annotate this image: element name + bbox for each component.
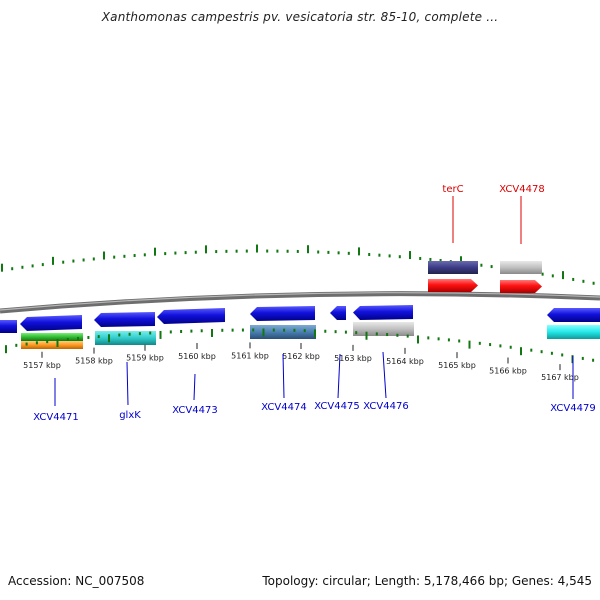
lower-tick-track — [5, 328, 595, 364]
gene-XCV4471-arrow[interactable] — [20, 315, 82, 331]
gene-XCV4473-arrow[interactable] — [157, 308, 225, 324]
label-line-XCV4474 — [282, 353, 285, 399]
gene-label-XCV4473[interactable]: XCV4473 — [172, 405, 217, 416]
kbp-ruler: 5157 kbp 5158 kbp 5159 kbp 5160 kbp 5161 kbp… — [23, 342, 579, 382]
upper-tick-track — [1, 244, 595, 285]
feature-XCV4478-grey[interactable] — [500, 261, 542, 274]
gene-left-edge-arrow[interactable] — [0, 320, 17, 333]
genome-backbone-highlight — [0, 292, 600, 311]
gene-XCV4478-arrow[interactable] — [500, 280, 542, 293]
gene-label-XCV4476[interactable]: XCV4476 — [363, 401, 408, 412]
gene-label-XCV4474[interactable]: XCV4474 — [261, 402, 306, 413]
feature-XCV4471-green[interactable] — [21, 333, 83, 341]
feature-XCV4476-grey[interactable] — [353, 322, 414, 336]
label-line-XCV4476 — [382, 351, 387, 399]
kbp-label: 5164 kbp — [386, 357, 424, 366]
gene-XCV4475-arrow[interactable] — [330, 306, 346, 320]
gene-terC-arrow[interactable] — [428, 279, 478, 292]
feature-XCV4471-orange[interactable] — [21, 341, 83, 349]
label-line-XCV4475 — [337, 353, 341, 399]
map-title: Xanthomonas campestris pv. vesicatoria s… — [101, 10, 499, 24]
gene-label-XCV4475[interactable]: XCV4475 — [314, 401, 359, 412]
gene-label-XCV4478[interactable]: XCV4478 — [499, 184, 544, 195]
label-line-XCV4473 — [193, 373, 196, 401]
genome-summary: Topology: circular; Length: 5,178,466 bp… — [262, 574, 592, 588]
kbp-label: 5161 kbp — [231, 351, 269, 360]
gene-XCV4479-arrow[interactable] — [547, 308, 600, 322]
kbp-label: 5163 kbp — [334, 354, 372, 363]
kbp-label: 5166 kbp — [489, 366, 527, 375]
feature-terC-navy[interactable] — [428, 261, 478, 274]
kbp-label: 5165 kbp — [438, 361, 476, 370]
gene-glxK-arrow[interactable] — [94, 312, 155, 327]
kbp-label: 5157 kbp — [23, 361, 61, 370]
accession-label: Accession: NC_007508 — [8, 574, 145, 588]
kbp-label: 5158 kbp — [75, 357, 113, 366]
label-line-glxK — [126, 361, 129, 406]
gene-label-glxK[interactable]: glxK — [119, 410, 141, 421]
kbp-label: 5160 kbp — [178, 352, 216, 361]
feature-XCV4479-cyan[interactable] — [547, 325, 600, 339]
feature-XCV4474-steelblue[interactable] — [250, 325, 316, 339]
gene-label-XCV4471[interactable]: XCV4471 — [33, 412, 78, 423]
kbp-label: 5159 kbp — [126, 354, 164, 363]
kbp-label: 5162 kbp — [282, 352, 320, 361]
gene-label-terC[interactable]: terC — [442, 184, 463, 195]
feature-glxK-teal[interactable] — [95, 331, 156, 345]
gene-label-XCV4479[interactable]: XCV4479 — [550, 403, 595, 414]
gene-XCV4474-arrow[interactable] — [250, 306, 315, 321]
gene-XCV4476-arrow[interactable] — [353, 305, 413, 320]
kbp-label: 5167 kbp — [541, 373, 579, 382]
genome-backbone — [0, 291, 600, 314]
